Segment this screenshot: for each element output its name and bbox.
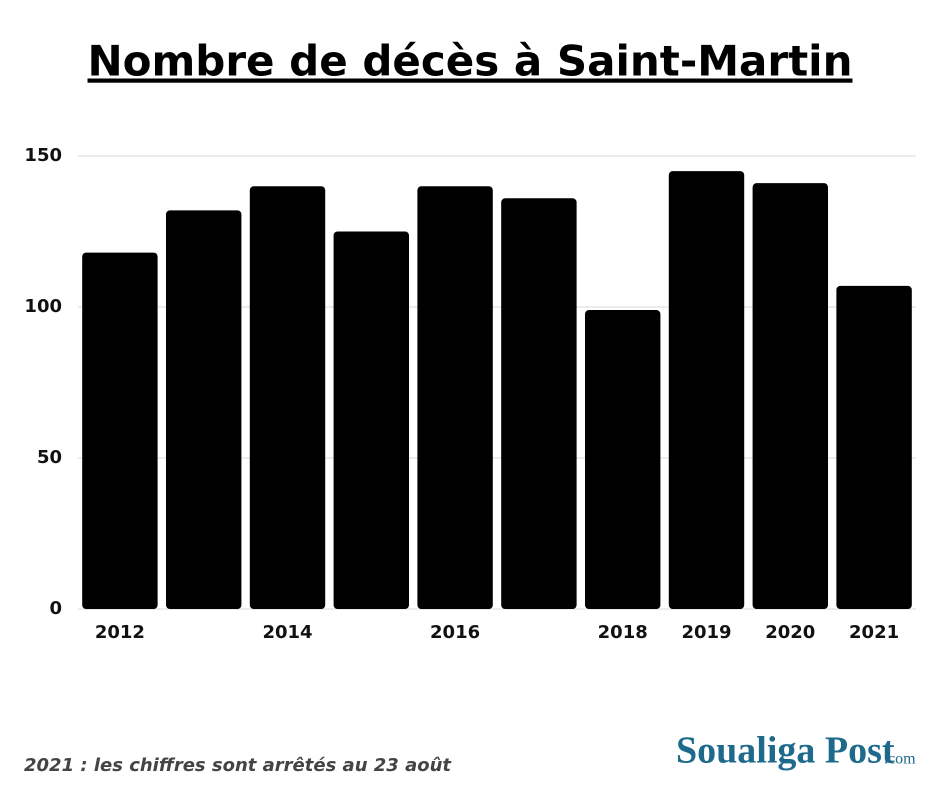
x-tick-label: 2019 — [681, 622, 731, 643]
bar — [668, 171, 745, 609]
bar — [584, 310, 661, 609]
bar — [417, 186, 493, 609]
chart-title: Nombre de décès à Saint-Martin — [88, 37, 853, 86]
bar — [82, 252, 158, 609]
logo-suffix: .com — [884, 751, 916, 768]
x-tick-label: 2012 — [95, 622, 145, 643]
bar — [165, 210, 242, 610]
logo: Soualiga Post — [676, 730, 895, 772]
y-tick-label: 150 — [24, 145, 62, 166]
x-tick-label: 2021 — [849, 622, 899, 643]
x-tick-label: 2020 — [765, 622, 815, 643]
bar — [752, 183, 829, 609]
x-tick-label: 2016 — [430, 622, 480, 643]
y-tick-label: 0 — [49, 598, 62, 619]
footnote: 2021 : les chiffres sont arrêtés au 23 a… — [24, 755, 452, 776]
bar — [333, 231, 410, 609]
y-tick-label: 100 — [24, 296, 62, 317]
bar — [249, 186, 326, 609]
y-tick-label: 50 — [37, 447, 62, 468]
bar — [501, 198, 577, 609]
x-tick-label: 2018 — [598, 622, 648, 643]
bar — [836, 285, 912, 609]
x-tick-label: 2014 — [262, 622, 312, 643]
